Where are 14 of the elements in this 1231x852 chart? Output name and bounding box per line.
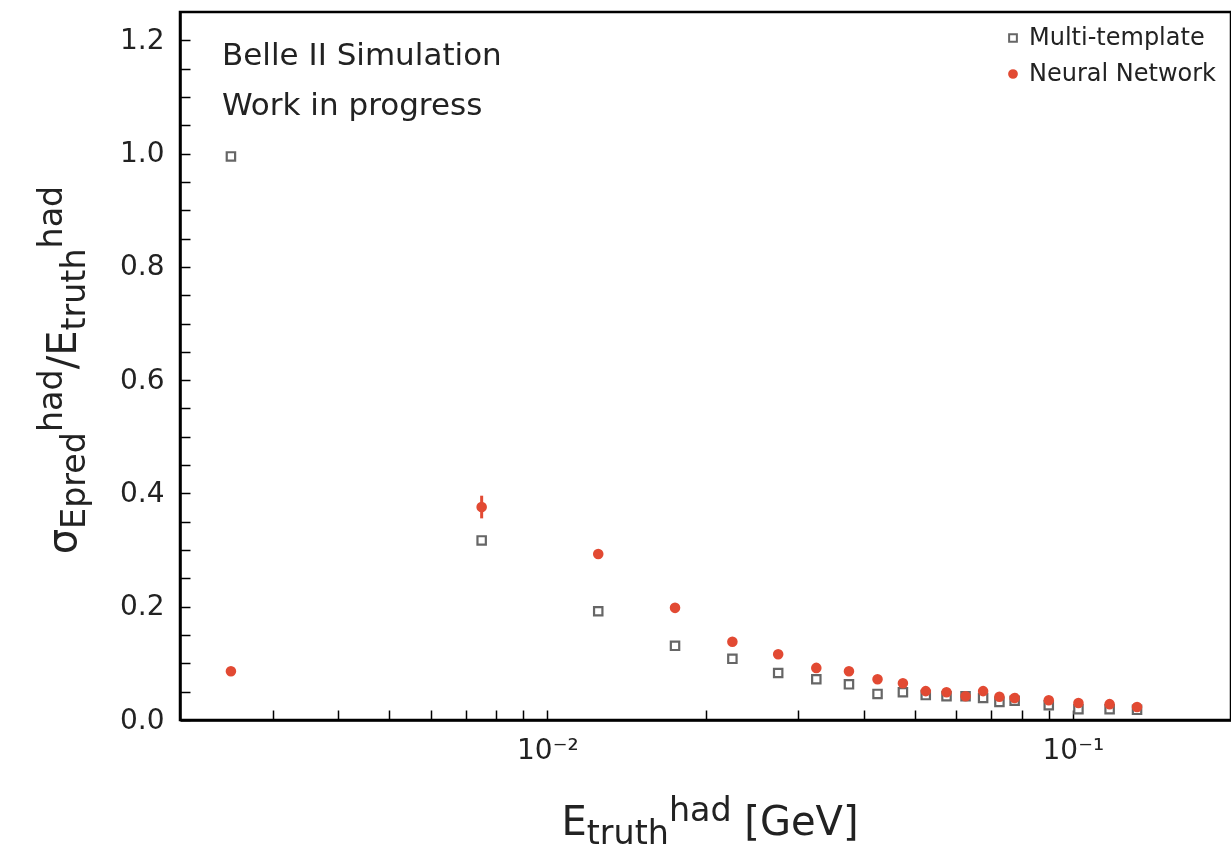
- annotation: Work in progress: [222, 86, 483, 122]
- y-tick-label: 0.4: [119, 475, 165, 509]
- legend-label: Multi-template: [1029, 23, 1205, 51]
- legend-label: Neural Network: [1029, 59, 1217, 87]
- x-tick-label: 10⁻²: [516, 732, 579, 766]
- annotation: Belle II Simulation: [222, 36, 502, 72]
- x-tick-label: 10⁻¹: [1042, 732, 1105, 766]
- y-tick-label: 0.8: [119, 249, 165, 283]
- y-tick-label: 1.2: [119, 22, 165, 56]
- y-tick-label: 0.0: [119, 702, 165, 736]
- x-axis-title: E$_{truth}$$^{had}$ [GeV]: [561, 790, 859, 852]
- y-tick-label: 0.2: [119, 589, 165, 623]
- y-tick-label: 0.6: [119, 362, 165, 396]
- y-tick-label: 1.0: [119, 136, 165, 170]
